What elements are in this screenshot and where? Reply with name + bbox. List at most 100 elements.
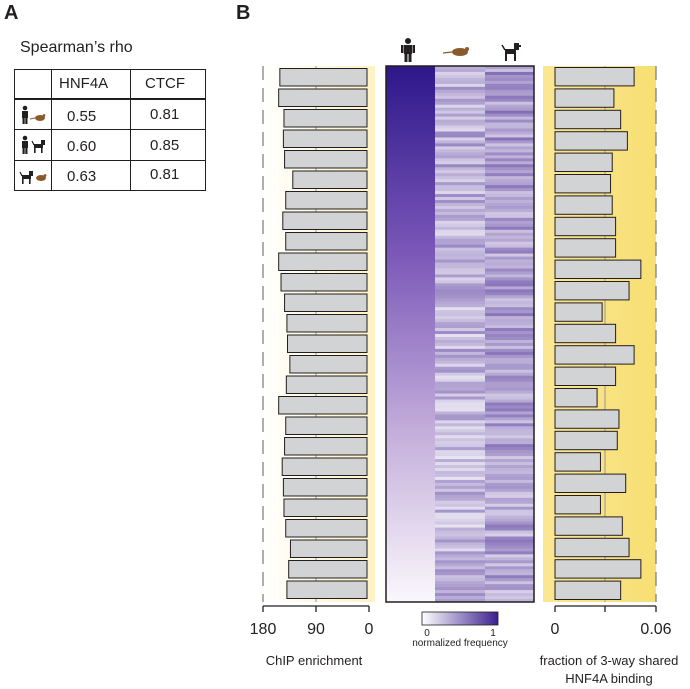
heatmap-cell xyxy=(435,119,485,123)
heatmap-cell xyxy=(485,557,534,561)
heatmap-cell xyxy=(485,80,534,85)
column-header-ctcf: CTCF xyxy=(145,75,185,92)
right-bar xyxy=(554,238,617,258)
dog-icon xyxy=(19,171,33,184)
heatmap-cell xyxy=(435,575,485,579)
heatmap-cell xyxy=(485,226,534,231)
heatmap-cell xyxy=(485,473,534,478)
heatmap-cell xyxy=(435,310,485,314)
heatmap-cell xyxy=(485,119,534,123)
heatmap-cell xyxy=(485,345,534,350)
heatmap-cell xyxy=(435,542,485,546)
heatmap-cell xyxy=(435,185,485,189)
heatmap-cell xyxy=(485,578,534,582)
heatmap-cell xyxy=(485,74,534,79)
heatmap-cell xyxy=(435,360,485,365)
heatmap-cell xyxy=(485,444,534,448)
heatmap-cell xyxy=(435,194,485,198)
heatmap-cell xyxy=(485,134,534,138)
heatmap-cell xyxy=(435,131,485,135)
row-icons xyxy=(22,105,46,124)
left-bar xyxy=(285,232,368,251)
rho-ctcf-human-dog: 0.85 xyxy=(150,137,180,154)
heatmap-cell xyxy=(485,420,534,424)
colorbar xyxy=(421,611,499,626)
right-axis-title-line2: HNF4A binding xyxy=(565,671,652,686)
heatmap-cell xyxy=(485,334,534,338)
mouse-icon xyxy=(36,174,47,181)
heatmap-cell xyxy=(435,399,485,403)
heatmap-cell xyxy=(435,295,485,299)
heatmap-cell xyxy=(485,548,534,552)
heatmap-cell xyxy=(435,515,485,520)
heatmap-cell xyxy=(485,554,534,558)
heatmap-cell xyxy=(485,89,534,94)
heatmap-cell xyxy=(435,229,485,234)
heatmap-cell xyxy=(435,387,485,391)
heatmap-cell xyxy=(485,399,534,403)
heatmap-cell xyxy=(435,465,485,469)
heatmap-cell xyxy=(435,512,485,517)
heatmap-cell xyxy=(435,208,485,213)
heatmap-cell xyxy=(485,381,534,386)
heatmap-cell xyxy=(485,530,534,534)
right-bar xyxy=(554,174,612,194)
heatmap-cell xyxy=(485,479,534,484)
heatmap-cell xyxy=(485,313,534,317)
heatmap-cell xyxy=(485,205,534,210)
left-bar xyxy=(278,88,368,107)
heatmap-cell xyxy=(435,322,485,326)
heatmap-cell xyxy=(485,161,534,165)
heatmap-cell xyxy=(485,372,534,377)
heatmap-cell xyxy=(435,479,485,484)
left-bar xyxy=(283,109,368,128)
heatmap-cell xyxy=(435,402,485,406)
heatmap-cell xyxy=(485,68,534,73)
heatmap-cell xyxy=(435,167,485,171)
heatmap-cell xyxy=(435,197,485,201)
heatmap-cell xyxy=(485,387,534,391)
left-axis-title: ChIP enrichment xyxy=(266,653,363,668)
spearman-title: Spearman’s rho xyxy=(20,39,133,56)
heatmap-cell xyxy=(485,149,534,153)
heatmap-cell xyxy=(435,518,485,522)
heatmap-cell xyxy=(435,149,485,153)
heatmap-cell xyxy=(435,202,485,207)
heatmap-cell xyxy=(485,244,534,249)
heatmap-cell xyxy=(485,307,534,311)
heatmap-cell xyxy=(485,551,534,555)
heatmap-cell xyxy=(435,161,485,165)
left-tick-label-0: 0 xyxy=(365,621,374,638)
dog-icon xyxy=(501,43,521,61)
heatmap-cell xyxy=(435,533,485,537)
heatmap-cell xyxy=(435,134,485,138)
heatmap-cell xyxy=(485,122,534,126)
heatmap-cell xyxy=(485,390,534,394)
heatmap-cell xyxy=(435,104,485,109)
heatmap-cell xyxy=(485,182,534,186)
heatmap-cell xyxy=(435,408,485,412)
heatmap-cell xyxy=(435,453,485,457)
heatmap-cell xyxy=(435,256,485,260)
heatmap-cell xyxy=(435,122,485,126)
heatmap-cell xyxy=(485,280,534,284)
right-bar xyxy=(554,195,613,215)
heatmap-cell xyxy=(435,325,485,329)
human-icon xyxy=(401,38,415,62)
heatmap-cell xyxy=(485,328,534,332)
heatmap-cell xyxy=(435,414,485,418)
heatmap-cell xyxy=(435,179,485,183)
heatmap-cell xyxy=(485,375,534,380)
heatmap-cell xyxy=(435,86,485,91)
heatmap-cell xyxy=(485,247,534,252)
left-bar xyxy=(288,560,368,579)
heatmap-cell xyxy=(435,420,485,424)
heatmap-cell xyxy=(485,286,534,290)
heatmap-cell xyxy=(485,322,534,326)
heatmap-cell xyxy=(485,405,534,409)
row-icons xyxy=(22,135,45,154)
right-bar xyxy=(554,131,628,151)
heatmap-cell xyxy=(485,396,534,400)
heatmap-cell xyxy=(435,369,485,374)
